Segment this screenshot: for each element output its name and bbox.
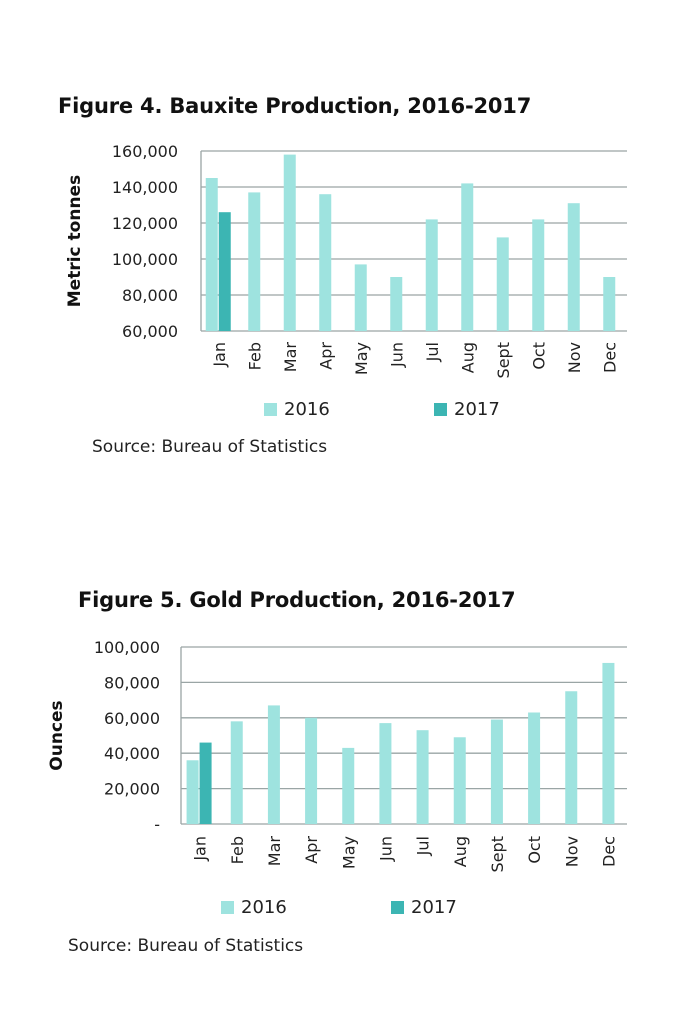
x-tick-label: Jun — [387, 342, 406, 368]
bar-2016-mar — [283, 154, 296, 331]
y-tick-label: 40,000 — [104, 744, 160, 763]
bar-2016-nov — [567, 203, 580, 331]
legend-label-2016: 2016 — [284, 399, 330, 420]
y-tick-label: 60,000 — [104, 709, 160, 728]
y-tick-label: 20,000 — [104, 780, 160, 799]
x-tick-label: Nov — [565, 342, 584, 373]
bar-2016-sept — [490, 719, 503, 824]
figure-4-title: Figure 4. Bauxite Production, 2016-2017 — [58, 94, 532, 118]
y-tick-label: 120,000 — [112, 214, 178, 233]
y-tick-label: 160,000 — [112, 142, 178, 161]
x-tick-label: May — [352, 342, 371, 375]
bar-2016-oct — [532, 219, 545, 331]
bar-2016-apr — [305, 717, 318, 824]
bar-2016-feb — [230, 721, 243, 824]
x-tick-label: Mar — [265, 836, 284, 867]
gold-bar-chart: - 20,000 40,000 60,000 80,000 100,000 Ounces Ja… — [47, 638, 627, 918]
y-tick-label: 80,000 — [122, 286, 178, 305]
x-tick-label: Dec — [599, 836, 618, 867]
x-tick-label: Jun — [376, 836, 395, 862]
bar-2016-jul — [425, 219, 438, 331]
legend-label-2017: 2017 — [454, 399, 500, 420]
bar-2016-jun — [379, 723, 392, 824]
figure-4-source: Source: Bureau of Statistics — [92, 437, 328, 457]
y-axis-title: Metric tonnes — [65, 175, 85, 307]
bar-2016-apr — [319, 194, 332, 331]
bar-2016-jan — [186, 760, 199, 824]
bar-2016-feb — [248, 192, 261, 331]
x-tick-label: Jan — [191, 836, 210, 862]
x-tick-label: Aug — [451, 836, 470, 867]
y-tick-label: 80,000 — [104, 673, 160, 692]
bauxite-bar-chart: 60,000 80,000 100,000 120,000 140,000 160,000… — [65, 142, 627, 420]
figure-5-title: Figure 5. Gold Production, 2016-2017 — [78, 588, 516, 612]
y-tick-label: 100,000 — [94, 638, 160, 657]
x-tick-label: Apr — [302, 836, 321, 864]
bar-2016-aug — [461, 183, 474, 331]
legend-label-2017: 2017 — [411, 897, 457, 918]
x-tick-label: Nov — [562, 836, 581, 867]
figure-5-source: Source: Bureau of Statistics — [68, 936, 304, 956]
bar-2016-may — [342, 747, 355, 824]
x-tick-label: Mar — [281, 342, 300, 373]
bar-2016-nov — [565, 691, 578, 824]
x-tick-label: Aug — [458, 342, 477, 373]
bar-2016-jul — [416, 730, 429, 824]
legend-swatch-2017 — [434, 403, 447, 416]
y-tick-label: - — [154, 815, 160, 834]
legend-swatch-2016 — [264, 403, 277, 416]
x-tick-label: Feb — [245, 342, 264, 370]
x-tick-label: Jul — [414, 836, 433, 856]
x-tick-label: May — [339, 836, 358, 869]
x-tick-label: Sept — [488, 836, 507, 872]
bar-2016-dec — [603, 277, 616, 331]
bar-2017-jan — [199, 742, 212, 824]
bar-2016-sept — [496, 237, 509, 331]
y-tick-label: 140,000 — [112, 178, 178, 197]
x-tick-label: Oct — [525, 836, 544, 864]
bar-2017-jan — [218, 212, 231, 331]
x-tick-label: Oct — [529, 342, 548, 370]
legend-label-2016: 2016 — [241, 897, 287, 918]
y-tick-label: 60,000 — [122, 322, 178, 341]
bar-2016-jun — [390, 277, 403, 331]
x-tick-label: Dec — [600, 342, 619, 373]
bar-2016-oct — [528, 712, 541, 824]
bar-2016-jan — [205, 178, 218, 331]
bar-2016-dec — [602, 662, 615, 824]
x-tick-label: Sept — [494, 342, 513, 378]
bar-2016-mar — [267, 705, 280, 824]
legend-swatch-2017 — [391, 901, 404, 914]
bar-2016-aug — [453, 737, 466, 824]
x-tick-label: Feb — [228, 836, 247, 864]
legend-swatch-2016 — [221, 901, 234, 914]
x-tick-label: Jul — [423, 342, 442, 362]
y-axis-title: Ounces — [47, 700, 67, 770]
y-tick-label: 100,000 — [112, 250, 178, 269]
x-tick-label: Apr — [316, 342, 335, 370]
x-tick-label: Jan — [210, 342, 229, 368]
bar-2016-may — [354, 264, 367, 331]
